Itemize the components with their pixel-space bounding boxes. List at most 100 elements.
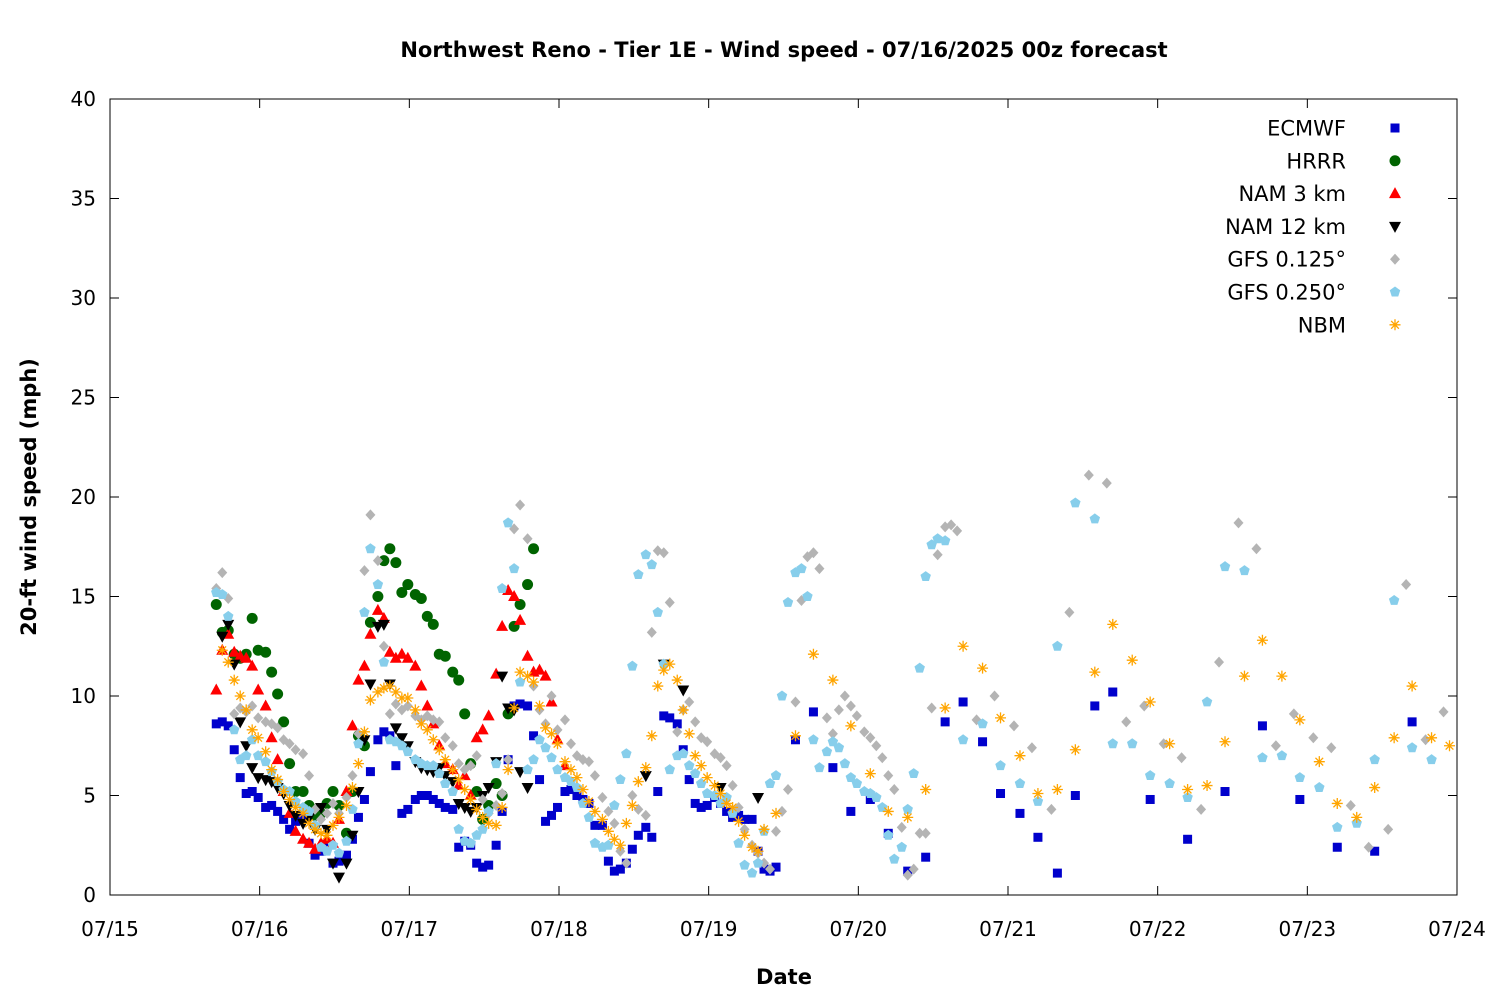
data-point (496, 801, 508, 813)
data-point (1406, 742, 1418, 753)
data-point (440, 732, 451, 744)
data-point (389, 651, 402, 663)
data-point (297, 807, 309, 819)
legend-label: NAM 3 km (1238, 182, 1346, 206)
data-point (273, 806, 283, 816)
data-point (246, 612, 258, 624)
data-point (515, 499, 526, 511)
data-point (332, 872, 345, 884)
data-point (541, 816, 551, 826)
data-point (1052, 640, 1063, 651)
data-point (272, 688, 284, 700)
data-point (727, 801, 739, 813)
data-point (364, 679, 377, 691)
data-point (1183, 834, 1193, 844)
data-point (459, 784, 471, 796)
data-point (677, 704, 689, 716)
data-point (352, 758, 364, 770)
data-point (566, 785, 576, 795)
data-point (701, 772, 713, 784)
data-point (210, 598, 222, 610)
data-point (865, 794, 875, 804)
data-point (284, 758, 296, 770)
y-tick-label: 25 (71, 386, 96, 410)
data-point (222, 656, 234, 668)
data-point (465, 837, 476, 848)
series-nbm (216, 618, 1456, 857)
data-point (346, 830, 359, 842)
data-point (515, 699, 525, 709)
data-point (422, 791, 432, 800)
data-point (597, 791, 608, 803)
data-point (440, 778, 451, 789)
data-point (378, 555, 390, 567)
data-point (1270, 740, 1281, 752)
data-point (1201, 696, 1213, 707)
data-point (1196, 803, 1207, 815)
data-point (310, 850, 320, 860)
data-point (234, 717, 247, 729)
data-point (808, 707, 818, 717)
data-point (402, 746, 414, 757)
data-point (341, 791, 352, 803)
data-point (409, 704, 421, 716)
data-point (322, 807, 333, 819)
data-point (1276, 750, 1288, 761)
data-point (932, 533, 943, 544)
data-point (946, 519, 957, 531)
data-point (889, 853, 900, 864)
data-point (1083, 469, 1094, 481)
data-point (358, 726, 370, 738)
data-point (346, 719, 359, 731)
data-point (304, 770, 315, 782)
data-point (1069, 744, 1081, 756)
data-point (702, 800, 712, 810)
data-point (1308, 732, 1319, 744)
data-point (1051, 784, 1063, 796)
data-point (995, 712, 1007, 724)
x-tick-label: 07/17 (381, 917, 439, 941)
data-point (278, 716, 290, 728)
data-point (683, 728, 695, 740)
y-tick-label: 0 (83, 883, 96, 907)
data-point (1219, 736, 1231, 748)
data-point (827, 736, 839, 747)
data-point (702, 736, 713, 748)
data-point (695, 760, 707, 772)
data-point (627, 790, 638, 801)
data-point (1363, 841, 1374, 853)
data-point (978, 737, 988, 747)
data-point (401, 651, 414, 663)
data-point (341, 850, 351, 860)
data-point (340, 785, 353, 797)
data-point (845, 772, 857, 783)
x-tick-label: 07/20 (830, 917, 888, 941)
data-point (439, 754, 451, 766)
data-point (1008, 720, 1019, 732)
data-point (672, 726, 683, 738)
data-point (496, 619, 509, 631)
data-point (447, 740, 458, 752)
data-point (395, 733, 408, 745)
legend: ECMWF HRRR NAM 3 km NAM 12 km GFS 0.125° GFS … (1225, 117, 1401, 337)
data-point (228, 645, 241, 657)
data-point (298, 748, 309, 760)
data-point (620, 817, 632, 829)
data-point (240, 704, 252, 716)
data-point (833, 704, 844, 716)
data-point (540, 722, 552, 734)
data-point (1238, 670, 1250, 682)
data-point (790, 696, 801, 708)
data-point (621, 748, 632, 759)
data-point (346, 782, 358, 794)
x-tick-label: 07/22 (1129, 917, 1187, 941)
data-point (908, 863, 919, 875)
data-point (590, 820, 600, 830)
data-point (653, 787, 663, 797)
data-point (639, 771, 652, 783)
data-point (378, 682, 390, 694)
data-point (252, 683, 265, 695)
data-point (534, 700, 546, 712)
data-point (764, 778, 776, 789)
